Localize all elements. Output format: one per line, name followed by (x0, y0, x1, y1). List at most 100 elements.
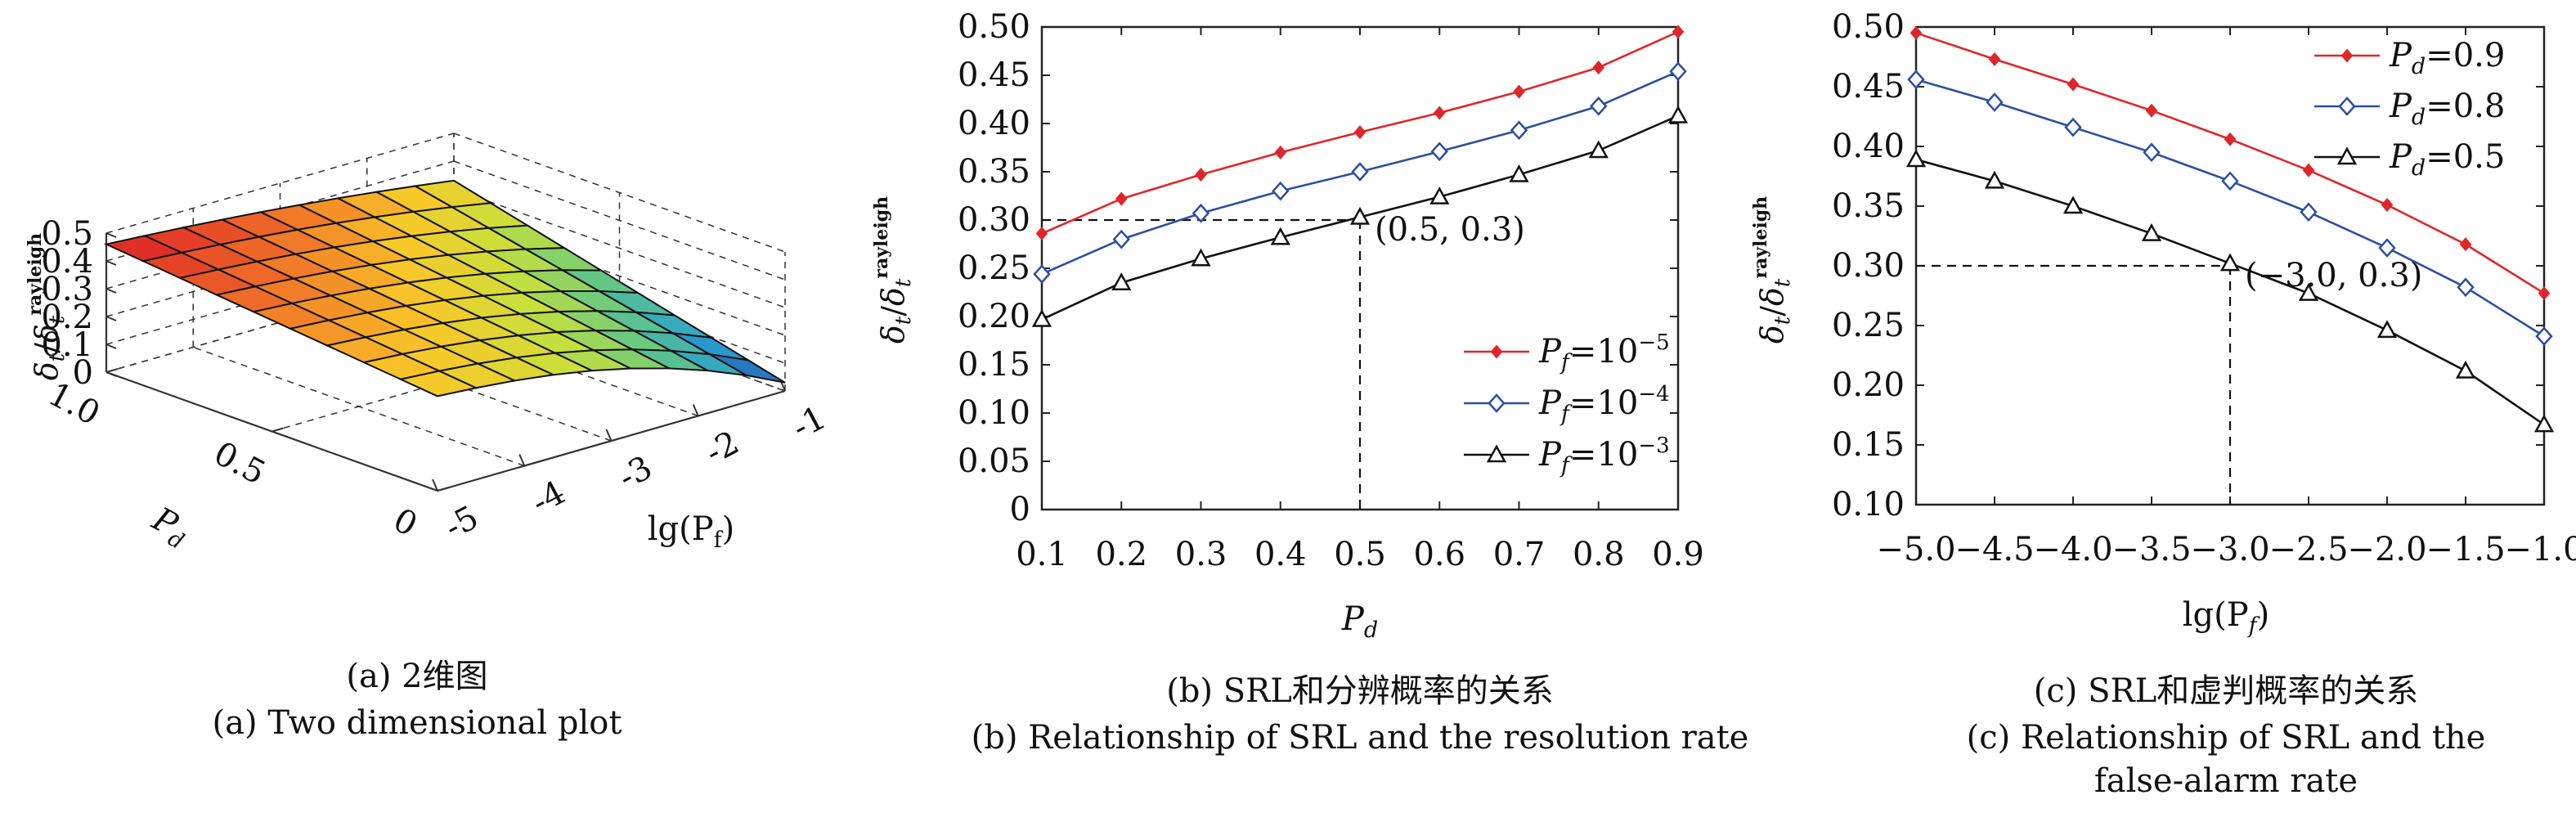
x-tick-label: -4 (526, 474, 572, 522)
x-tick-label: 0.9 (1652, 536, 1704, 573)
data-point (2302, 163, 2315, 177)
x-tick-label: −3.0 (2190, 531, 2269, 568)
y-tick-label: 0.35 (958, 153, 1030, 191)
legend-c: Pd=0.9 Pd=0.8 Pd=0.5 (2314, 37, 2505, 181)
y-tick-label: 0.10 (958, 394, 1030, 432)
x-tick-label: 0.8 (1573, 536, 1625, 573)
x-tick-label: 0.6 (1413, 536, 1465, 573)
data-point (2378, 238, 2396, 258)
data-point (1274, 145, 1287, 159)
axis-line (605, 429, 613, 442)
x-tick-label: 0.4 (1254, 536, 1307, 573)
data-point (1510, 120, 1528, 141)
data-point (1592, 61, 1605, 75)
data-point (1988, 52, 2001, 66)
data-point (1112, 229, 1130, 249)
y-tick-label: 0.45 (1832, 68, 1905, 106)
legend-item: Pf=10−3 (1464, 433, 1670, 478)
data-point (2224, 132, 2237, 146)
y-tick-label: 0.35 (1832, 187, 1905, 225)
data-point (1486, 444, 1507, 463)
z-tick-label: 0.1 (41, 326, 93, 364)
data-point (2535, 326, 2553, 347)
axis-line (692, 404, 699, 416)
x-tick-label: −4.0 (2033, 531, 2112, 568)
axis-line (105, 288, 117, 294)
data-point (1513, 84, 1525, 99)
data-point (1672, 25, 1685, 39)
axis-line (105, 371, 117, 377)
series-line (1915, 158, 2545, 426)
axis-line (105, 316, 117, 321)
legend-label: Pf=10−4 (1538, 382, 1670, 427)
axis-line (437, 487, 450, 492)
series-group-c (1905, 25, 2555, 433)
data-point (2141, 223, 2162, 241)
y-tick-label: 0.45 (958, 56, 1030, 94)
series-plus (1035, 25, 1685, 241)
data-point (2459, 237, 2472, 252)
axis-line (105, 344, 117, 349)
y-tick-label: 0.25 (1832, 307, 1905, 344)
data-point (1115, 191, 1128, 206)
z-tick-label: 0 (73, 354, 93, 392)
data-point (1910, 25, 1923, 40)
data-point (1490, 344, 1503, 359)
data-point (2376, 320, 2398, 339)
data-point (1907, 70, 1925, 90)
x-tick-label: −1.5 (2426, 531, 2505, 568)
x-tick-labels-c: −5.0−4.5−4.0−3.5−3.0−2.5−2.0−1.5−1.0 (1876, 27, 2576, 568)
y-tick-label: 0 (387, 501, 423, 545)
annotation-b: (0.5, 0.3) (1375, 211, 1525, 249)
data-point (2457, 277, 2475, 298)
data-point (2533, 414, 2555, 433)
legend-item: Pf=10−4 (1464, 382, 1670, 427)
axis-line (518, 454, 526, 466)
data-point (1429, 186, 1450, 204)
y-tick-label: 0.30 (958, 201, 1030, 239)
y-tick-label: 0.50 (958, 8, 1030, 46)
data-point (2300, 202, 2318, 222)
data-point (1351, 162, 1369, 182)
data-point (1488, 393, 1506, 413)
z-tick-label: 0.2 (41, 299, 93, 336)
y-tick-labels-b: 0 0.05 0.10 0.15 0.20 0.25 0.30 0.35 0.40 0.45 0.5… (958, 8, 1678, 528)
data-point (1195, 168, 1207, 182)
data-point (2381, 198, 2394, 213)
annotation-c: (−3.0, 0.3) (2245, 257, 2422, 294)
x-tick-label: 0.3 (1175, 536, 1227, 573)
x-tick-label: 0.7 (1493, 536, 1546, 573)
data-point (1590, 96, 1608, 116)
caption-a-en: (a) Two dimensional plot (213, 704, 622, 742)
legend-item: Pd=0.9 (2314, 37, 2505, 79)
data-point (1433, 106, 1446, 120)
caption-c-zh: (c) SRL和虚判概率的关系 (2034, 672, 2418, 710)
legend-label: Pd=0.9 (2389, 37, 2505, 79)
y-axis-label-b: δt/δtrayleigh (871, 196, 916, 344)
data-point (1984, 170, 2005, 189)
surface-patch (709, 353, 786, 384)
caption-a-zh: (a) 2维图 (346, 658, 487, 695)
z-axis-label: δt/δtrayleigh (25, 233, 70, 380)
data-point (1270, 227, 1290, 245)
data-point (1430, 141, 1448, 162)
data-point (2145, 103, 2158, 118)
z-tick-label: 0.3 (41, 271, 93, 308)
surface-mesh (103, 179, 786, 398)
data-point (1031, 308, 1052, 327)
data-point (1191, 248, 1211, 267)
caption-b-zh: (b) SRL和分辨概率的关系 (1166, 672, 1554, 710)
series-group-b (1031, 25, 1689, 327)
legend-label: Pd=0.5 (2389, 138, 2505, 181)
axis-line (105, 368, 119, 373)
y-tick-labels: 0 0.5 1.0 (43, 375, 424, 545)
data-point (2336, 146, 2358, 165)
panel-c-line-chart: 0.10 0.15 0.20 0.25 0.30 0.35 0.40 0.45 0.50 −5.… (1750, 8, 2576, 800)
grid-line (453, 188, 786, 308)
data-point (2298, 283, 2319, 301)
y-tick-label: 0.30 (1832, 247, 1905, 285)
series-triangle (1905, 149, 2555, 433)
data-point (2338, 97, 2356, 116)
x-tick-label: −1.0 (2504, 531, 2576, 568)
legend-label: Pf=10−3 (1538, 433, 1670, 478)
